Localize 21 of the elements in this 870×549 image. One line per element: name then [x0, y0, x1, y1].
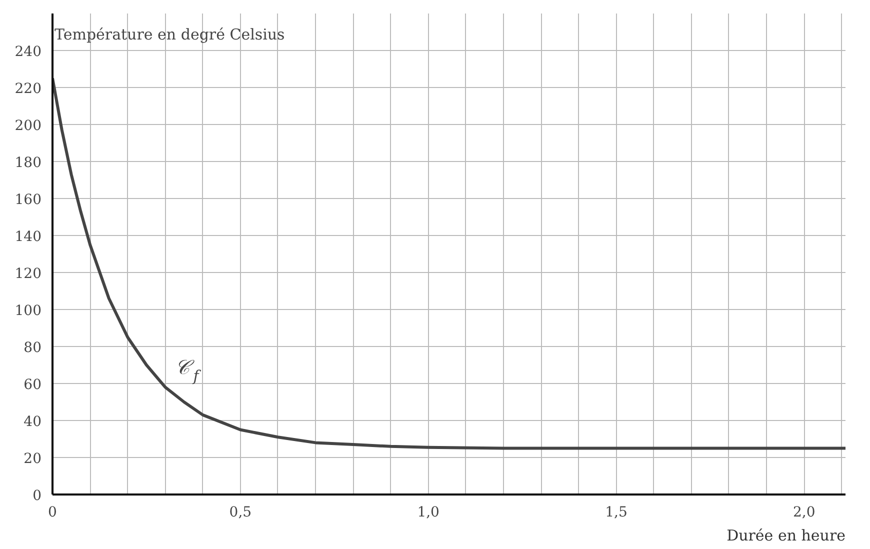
x-tick-label: 1,0 [417, 504, 440, 520]
x-tick-label: 0 [48, 504, 57, 520]
y-tick-label: 160 [14, 192, 42, 208]
y-tick-label: 120 [14, 266, 42, 282]
y-tick-label: 40 [24, 414, 42, 430]
y-tick-label: 80 [24, 340, 42, 356]
y-tick-label: 140 [14, 229, 42, 245]
x-tick-label: 2,0 [793, 504, 816, 520]
y-tick-label: 200 [14, 118, 42, 134]
x-axis-title: Durée en heure [726, 526, 846, 544]
y-tick-label: 0 [32, 488, 42, 504]
x-tick-label: 1,5 [605, 504, 628, 520]
y-tick-label: 220 [14, 81, 42, 97]
x-tick-label: 0,5 [229, 504, 252, 520]
y-tick-label: 60 [24, 377, 42, 393]
y-tick-label: 240 [14, 44, 42, 60]
y-tick-label: 20 [24, 451, 42, 467]
line-series [52, 76, 846, 450]
y-tick-label: 180 [14, 155, 42, 171]
y-axis-title: Température en degré Celsius [54, 26, 285, 44]
y-tick-label: 100 [14, 303, 42, 319]
